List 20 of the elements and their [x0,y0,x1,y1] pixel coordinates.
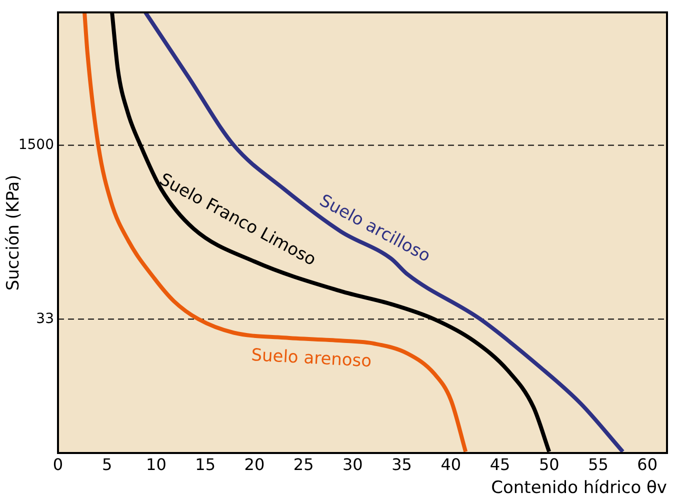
x-tick-label: 60 [637,454,658,474]
x-tick-label: 0 [52,454,64,474]
y-axis-title: Succión (KPa) [4,174,24,291]
x-tick-label: 10 [146,454,166,474]
x-tick-label: 15 [195,454,216,474]
x-tick-label: 55 [588,454,608,474]
x-tick-label: 5 [102,454,112,474]
x-tick-label: 50 [538,454,560,474]
x-tick-label: 35 [392,454,412,474]
line-series [143,12,625,453]
x-tick-label: 45 [490,454,510,474]
y-tick-label: 33 [36,310,54,327]
line-series [82,12,468,453]
x-axis-title: Contenido hídrico θv [491,478,667,498]
x-tick-label: 25 [293,454,314,474]
series-label: Suelo arenoso [250,345,372,372]
x-tick-label: 40 [440,454,462,474]
y-tick-label: 1500 [18,136,54,153]
x-tick-label: 30 [342,454,363,474]
x-tick-label: 20 [244,454,265,474]
